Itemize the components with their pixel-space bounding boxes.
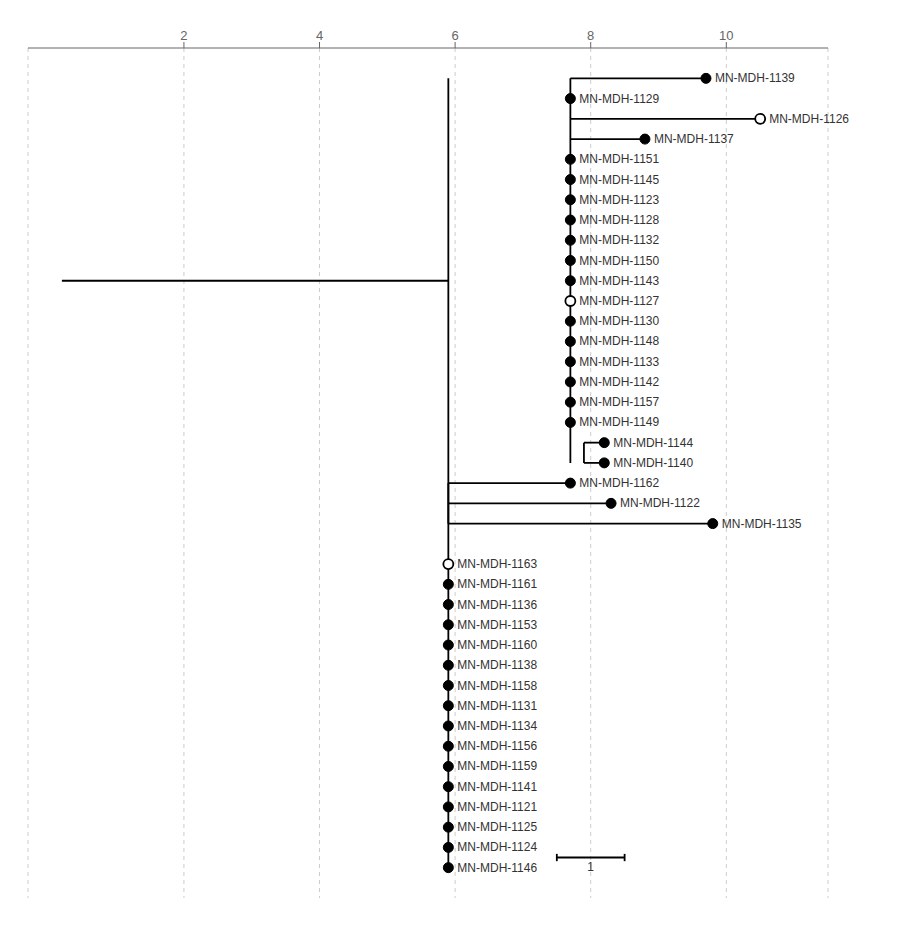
- svg-text:MN-MDH-1138: MN-MDH-1138: [457, 658, 537, 672]
- svg-text:MN-MDH-1135: MN-MDH-1135: [722, 517, 802, 531]
- svg-text:MN-MDH-1136: MN-MDH-1136: [457, 598, 537, 612]
- svg-text:MN-MDH-1144: MN-MDH-1144: [613, 436, 693, 450]
- svg-text:MN-MDH-1149: MN-MDH-1149: [579, 415, 659, 429]
- svg-text:MN-MDH-1130: MN-MDH-1130: [579, 314, 659, 328]
- svg-text:MN-MDH-1121: MN-MDH-1121: [457, 800, 537, 814]
- svg-text:MN-MDH-1145: MN-MDH-1145: [579, 173, 659, 187]
- svg-text:MN-MDH-1125: MN-MDH-1125: [457, 820, 537, 834]
- svg-text:MN-MDH-1163: MN-MDH-1163: [457, 557, 537, 571]
- svg-text:MN-MDH-1153: MN-MDH-1153: [457, 618, 537, 632]
- svg-text:MN-MDH-1122: MN-MDH-1122: [620, 496, 700, 510]
- svg-text:MN-MDH-1137: MN-MDH-1137: [654, 132, 734, 146]
- svg-text:MN-MDH-1124: MN-MDH-1124: [457, 840, 537, 854]
- svg-text:MN-MDH-1159: MN-MDH-1159: [457, 759, 537, 773]
- svg-text:MN-MDH-1160: MN-MDH-1160: [457, 638, 537, 652]
- svg-text:10: 10: [719, 28, 733, 43]
- svg-text:MN-MDH-1132: MN-MDH-1132: [579, 233, 659, 247]
- svg-text:MN-MDH-1156: MN-MDH-1156: [457, 739, 537, 753]
- svg-text:MN-MDH-1127: MN-MDH-1127: [579, 294, 659, 308]
- svg-text:MN-MDH-1128: MN-MDH-1128: [579, 213, 659, 227]
- svg-text:MN-MDH-1139: MN-MDH-1139: [715, 71, 795, 85]
- svg-text:MN-MDH-1148: MN-MDH-1148: [579, 334, 659, 348]
- svg-text:2: 2: [180, 28, 187, 43]
- svg-text:4: 4: [316, 28, 323, 43]
- svg-text:MN-MDH-1157: MN-MDH-1157: [579, 395, 659, 409]
- svg-text:MN-MDH-1151: MN-MDH-1151: [579, 152, 659, 166]
- svg-text:MN-MDH-1143: MN-MDH-1143: [579, 274, 659, 288]
- svg-text:MN-MDH-1141: MN-MDH-1141: [457, 780, 537, 794]
- svg-text:MN-MDH-1161: MN-MDH-1161: [457, 577, 537, 591]
- svg-text:MN-MDH-1134: MN-MDH-1134: [457, 719, 537, 733]
- svg-text:6: 6: [452, 28, 459, 43]
- svg-text:MN-MDH-1123: MN-MDH-1123: [579, 193, 659, 207]
- svg-text:MN-MDH-1126: MN-MDH-1126: [769, 112, 849, 126]
- svg-text:MN-MDH-1140: MN-MDH-1140: [613, 456, 693, 470]
- svg-text:MN-MDH-1158: MN-MDH-1158: [457, 679, 537, 693]
- svg-text:MN-MDH-1146: MN-MDH-1146: [457, 861, 537, 875]
- svg-text:MN-MDH-1150: MN-MDH-1150: [579, 254, 659, 268]
- svg-text:MN-MDH-1129: MN-MDH-1129: [579, 92, 659, 106]
- svg-text:MN-MDH-1142: MN-MDH-1142: [579, 375, 659, 389]
- svg-text:MN-MDH-1131: MN-MDH-1131: [457, 699, 537, 713]
- svg-text:1: 1: [587, 860, 594, 874]
- svg-text:MN-MDH-1162: MN-MDH-1162: [579, 476, 659, 490]
- svg-text:MN-MDH-1133: MN-MDH-1133: [579, 355, 659, 369]
- svg-text:8: 8: [587, 28, 594, 43]
